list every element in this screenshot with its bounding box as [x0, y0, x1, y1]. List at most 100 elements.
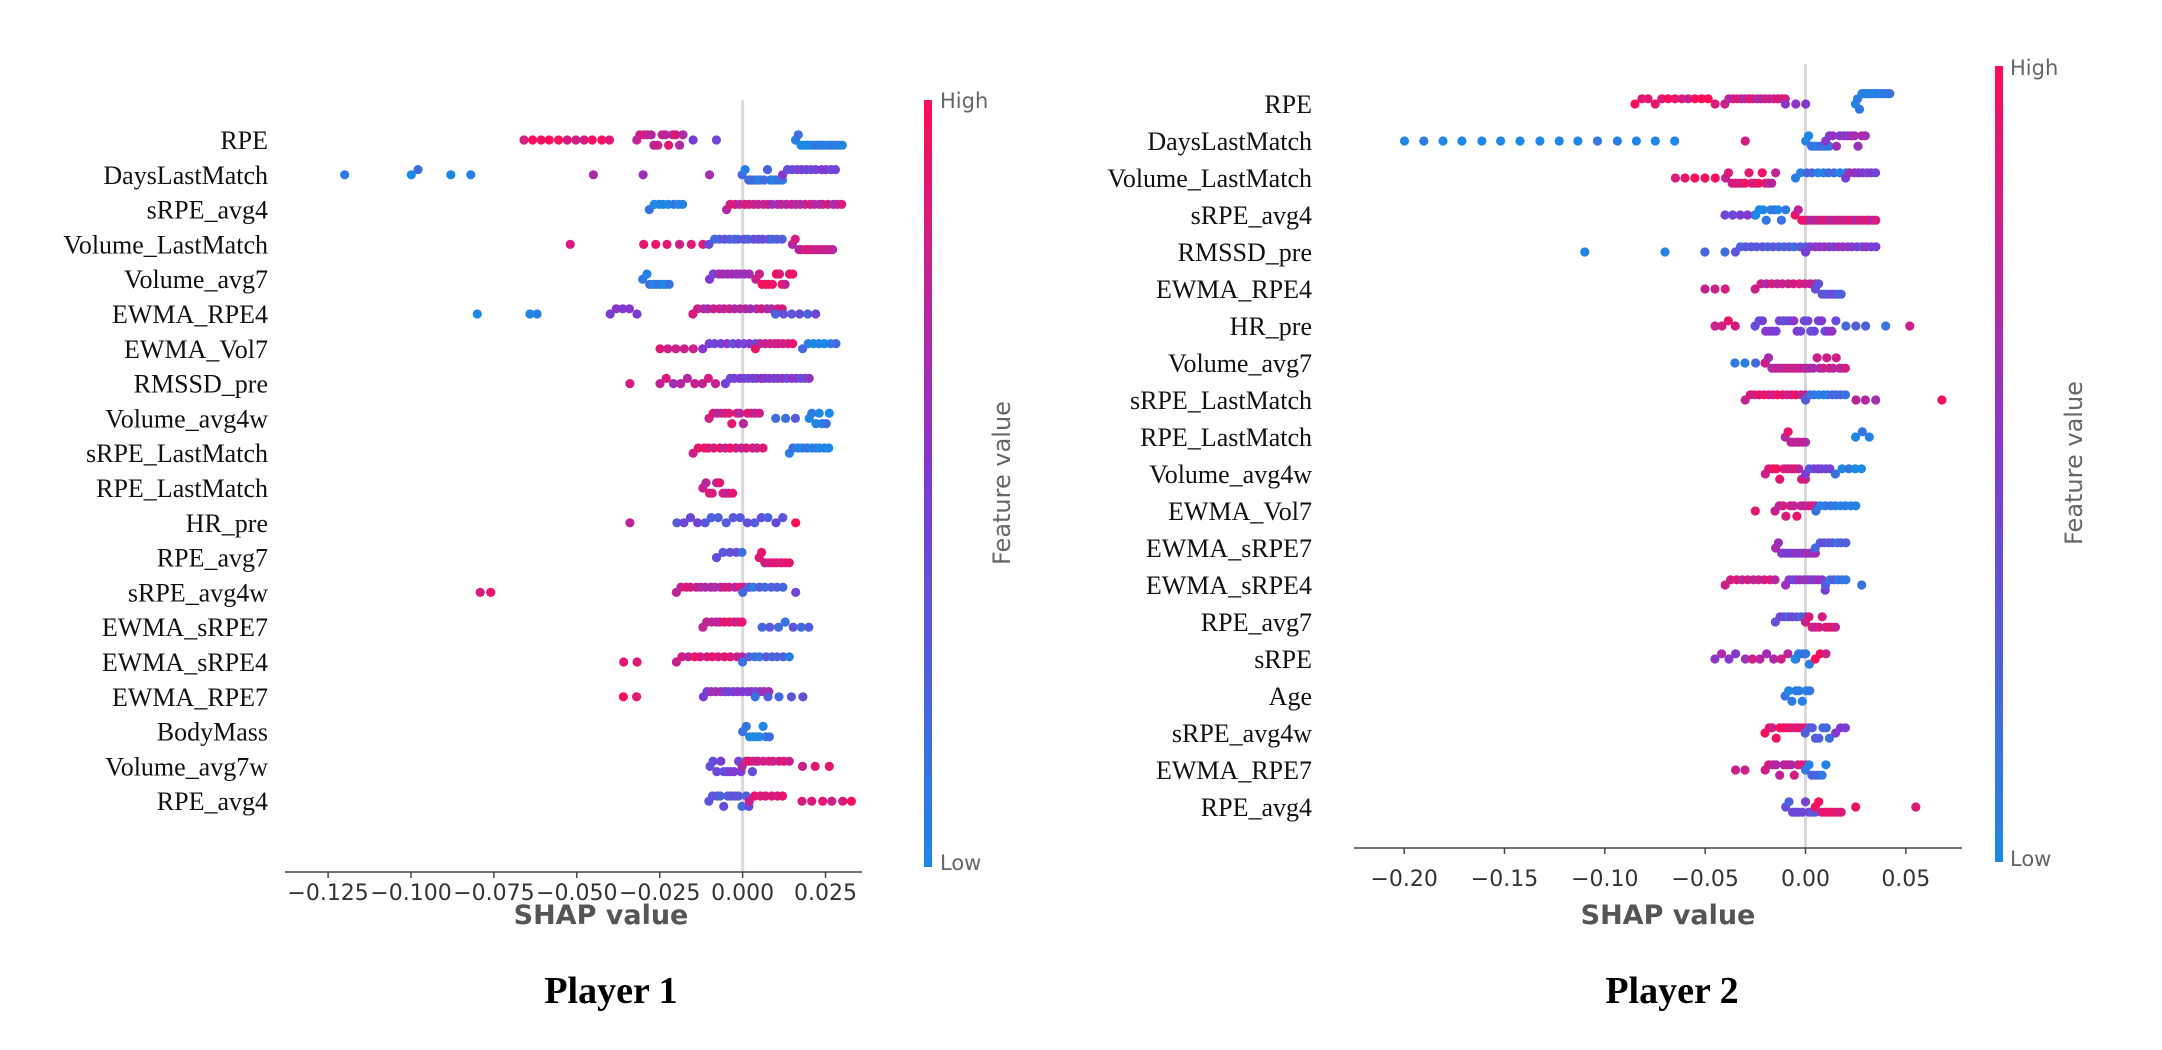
shap-point: [770, 309, 781, 319]
feature-row-sRPE_avg4w: [475, 582, 801, 598]
shap-point: [1854, 104, 1865, 114]
shap-point: [719, 801, 729, 812]
x-tick-label: 0.05: [1881, 867, 1930, 892]
shap-point: [1750, 284, 1760, 294]
colorbar-low-label: Low: [2010, 847, 2051, 871]
shap-point: [655, 344, 665, 354]
shap-point: [588, 170, 599, 180]
shap-point: [1612, 136, 1622, 146]
shap-point: [1814, 733, 1824, 743]
shap-point: [1801, 99, 1811, 109]
shap-point: [1710, 321, 1720, 331]
feature-row-sRPE_LastMatch: [1740, 390, 1947, 405]
shap-point: [679, 518, 689, 528]
shap-point: [712, 767, 722, 777]
feature-label: RMSSD_pre: [134, 370, 268, 399]
shap-point: [1841, 321, 1851, 331]
shap-point: [1881, 321, 1891, 331]
feature-label: EWMA_Vol7: [124, 335, 268, 364]
shap-point: [735, 513, 745, 523]
shap-point: [786, 692, 797, 702]
feature-row-Volume_LastMatch: [565, 234, 838, 255]
shap-point: [758, 443, 768, 453]
shap-point: [703, 373, 714, 383]
shap-point: [1767, 178, 1777, 188]
shap-point: [472, 309, 482, 319]
shap-point: [682, 373, 693, 383]
feature-label: EWMA_sRPE4: [1146, 571, 1312, 600]
shap-point: [1730, 358, 1740, 368]
shap-point: [788, 269, 798, 279]
feature-row-RPE_avg4: [1781, 797, 1921, 817]
shap-point: [1457, 136, 1467, 146]
shap-point: [754, 732, 764, 742]
feature-row-EWMA_RPE4: [472, 304, 821, 319]
feature-label: sRPE_avg4w: [1172, 719, 1312, 748]
shap-point: [755, 652, 765, 662]
shap-point: [618, 304, 628, 314]
shap-point: [1856, 464, 1866, 474]
feature-label: EWMA_sRPE7: [102, 613, 268, 642]
shap-point: [1821, 760, 1831, 770]
shap-point: [1763, 353, 1774, 363]
x-tick-label: −0.15: [1471, 867, 1538, 892]
shap-point: [1831, 353, 1841, 363]
shap-point: [788, 339, 798, 349]
feature-label: BodyMass: [157, 718, 268, 747]
shap-point: [1789, 770, 1799, 780]
colorbar: [924, 100, 932, 867]
shap-point: [565, 239, 575, 249]
feature-label: EWMA_Vol7: [1168, 497, 1312, 526]
shap-point: [750, 692, 760, 702]
shap-point: [821, 419, 831, 429]
shap-point: [837, 199, 847, 209]
shap-point: [838, 796, 848, 806]
shap-point: [1670, 94, 1680, 104]
feature-row-sRPE: [1710, 649, 1831, 669]
shap-point: [758, 721, 768, 732]
shap-point: [671, 130, 681, 140]
shap-point: [824, 408, 834, 418]
shap-point: [787, 309, 797, 319]
feature-row-EWMA_Vol7: [1750, 501, 1861, 521]
shap-point: [663, 344, 673, 354]
shap-point: [632, 309, 642, 319]
shap-point: [1844, 464, 1854, 474]
shap-point: [1828, 131, 1838, 141]
shap-point: [1573, 136, 1583, 146]
shap-point: [668, 379, 679, 389]
shap-point: [475, 587, 485, 598]
shap-point: [406, 170, 416, 180]
shap-point: [1794, 464, 1804, 474]
shap-point: [828, 245, 838, 255]
shap-point: [724, 408, 734, 418]
shap-point: [1670, 136, 1680, 146]
shap-point: [1683, 94, 1693, 104]
shap-point: [1840, 390, 1851, 400]
shap-point: [1821, 723, 1831, 733]
shap-point: [728, 513, 738, 523]
shap-point: [624, 304, 635, 314]
shap-point: [1864, 432, 1874, 442]
shap-point: [728, 488, 738, 498]
x-tick-label: −0.05: [1671, 867, 1738, 892]
shap-point: [1758, 205, 1768, 215]
shap-point: [1831, 316, 1841, 326]
shap-point: [1630, 99, 1640, 109]
shap-point: [818, 796, 828, 806]
shap-point: [677, 652, 687, 662]
feature-row-EWMA_RPE4: [1700, 279, 1846, 299]
shap-point: [771, 518, 781, 528]
shap-point: [715, 791, 725, 801]
shap-point: [737, 547, 747, 558]
feature-row-RPE: [1630, 89, 1895, 114]
feature-row-RMSSD_pre: [625, 373, 814, 389]
shap-point: [1814, 797, 1824, 807]
feature-label: Volume_avg7: [1168, 349, 1312, 378]
shap-point: [688, 135, 698, 145]
shap-point: [1817, 316, 1827, 326]
shap-point: [1817, 770, 1827, 780]
colorbar-high-label: High: [940, 89, 988, 113]
shap-point: [1809, 326, 1819, 336]
shap-point: [671, 344, 681, 354]
